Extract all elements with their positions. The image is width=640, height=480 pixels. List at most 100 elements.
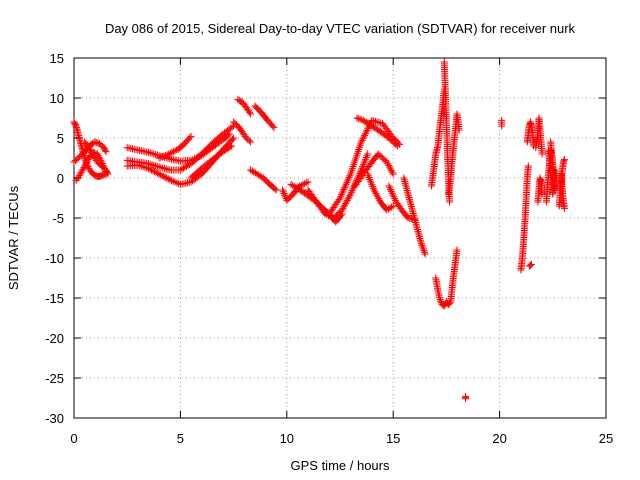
- data-point: [363, 152, 371, 160]
- data-point: [169, 148, 177, 156]
- data-point: [388, 189, 396, 197]
- data-point: [181, 163, 189, 171]
- data-point: [335, 196, 343, 204]
- data-point: [338, 189, 346, 197]
- data-point: [341, 182, 349, 190]
- data-point: [339, 187, 347, 195]
- data-point: [360, 133, 368, 141]
- data-point: [418, 241, 426, 249]
- data-point: [365, 174, 373, 182]
- data-point: [247, 138, 255, 146]
- data-point: [392, 141, 400, 149]
- data-point: [344, 175, 352, 183]
- data-point: [186, 134, 194, 142]
- data-point: [148, 149, 156, 157]
- data-point: [345, 193, 353, 201]
- data-point: [272, 186, 280, 194]
- data-point: [163, 151, 171, 159]
- data-point: [417, 240, 425, 248]
- data-point: [176, 166, 184, 174]
- data-point: [453, 246, 461, 254]
- data-point: [82, 159, 90, 167]
- data-point: [342, 198, 350, 206]
- data-point: [362, 155, 370, 163]
- data-point: [355, 144, 363, 152]
- data-point: [420, 247, 428, 255]
- data-point: [301, 180, 309, 188]
- data-point: [371, 117, 379, 125]
- data-point: [383, 158, 391, 166]
- data-point: [162, 165, 170, 173]
- x-tick-label: 20: [492, 431, 506, 446]
- data-point: [364, 170, 372, 178]
- y-tick-label: -20: [45, 331, 64, 346]
- data-point: [269, 122, 277, 130]
- data-point: [149, 167, 157, 175]
- y-tick-label: -25: [45, 371, 64, 386]
- data-point: [85, 144, 93, 152]
- data-point: [337, 192, 345, 200]
- data-point: [561, 156, 569, 164]
- data-point: [144, 160, 152, 168]
- data-point: [346, 172, 354, 180]
- data-point: [353, 114, 361, 122]
- data-point: [157, 153, 165, 161]
- data-point: [227, 142, 235, 150]
- data-point: [228, 123, 236, 131]
- data-point: [81, 162, 89, 170]
- data-point: [359, 162, 367, 170]
- data-point: [421, 248, 429, 256]
- data-point: [386, 165, 394, 173]
- data-point: [387, 167, 395, 175]
- data-point: [146, 149, 154, 157]
- data-point: [103, 169, 111, 177]
- data-point: [302, 179, 310, 187]
- data-point: [79, 165, 87, 173]
- grid-lines: [74, 58, 606, 418]
- data-point: [165, 150, 173, 158]
- data-point: [356, 115, 364, 123]
- data-point: [364, 150, 372, 158]
- data-point: [162, 152, 170, 160]
- data-point: [161, 173, 169, 181]
- data-point: [91, 138, 99, 146]
- data-point: [389, 170, 397, 178]
- data-point: [168, 176, 176, 184]
- data-point: [88, 140, 96, 148]
- data-point: [417, 238, 425, 246]
- data-point: [155, 154, 163, 162]
- data-point: [389, 202, 397, 210]
- x-axis-label: GPS time / hours: [291, 458, 390, 473]
- y-axis-label: SDTVAR / TECUs: [6, 185, 21, 290]
- data-point: [146, 160, 154, 168]
- data-point: [81, 160, 89, 168]
- data-point: [551, 186, 559, 194]
- data-point: [359, 161, 367, 169]
- data-point: [419, 243, 427, 251]
- y-tick-label: 15: [50, 51, 64, 66]
- data-point: [163, 174, 171, 182]
- data-point: [347, 190, 355, 198]
- data-point: [164, 165, 172, 173]
- data-point: [560, 157, 568, 165]
- data-point: [304, 178, 312, 186]
- data-point: [446, 198, 454, 206]
- data-point: [385, 161, 393, 169]
- data-point: [102, 148, 110, 156]
- data-point: [160, 164, 168, 172]
- data-point: [158, 153, 166, 161]
- data-point: [245, 137, 253, 145]
- data-point: [171, 178, 179, 186]
- data-point: [280, 189, 288, 197]
- data-point: [371, 188, 379, 196]
- data-point: [368, 181, 376, 189]
- data-point: [351, 157, 359, 165]
- data-point: [361, 130, 369, 138]
- data-point: [538, 150, 546, 158]
- y-tick-label: -5: [52, 211, 64, 226]
- data-point: [226, 143, 234, 151]
- data-point: [358, 116, 366, 124]
- data-point: [158, 172, 166, 180]
- data-point: [352, 155, 360, 163]
- x-tick-label: 5: [177, 431, 184, 446]
